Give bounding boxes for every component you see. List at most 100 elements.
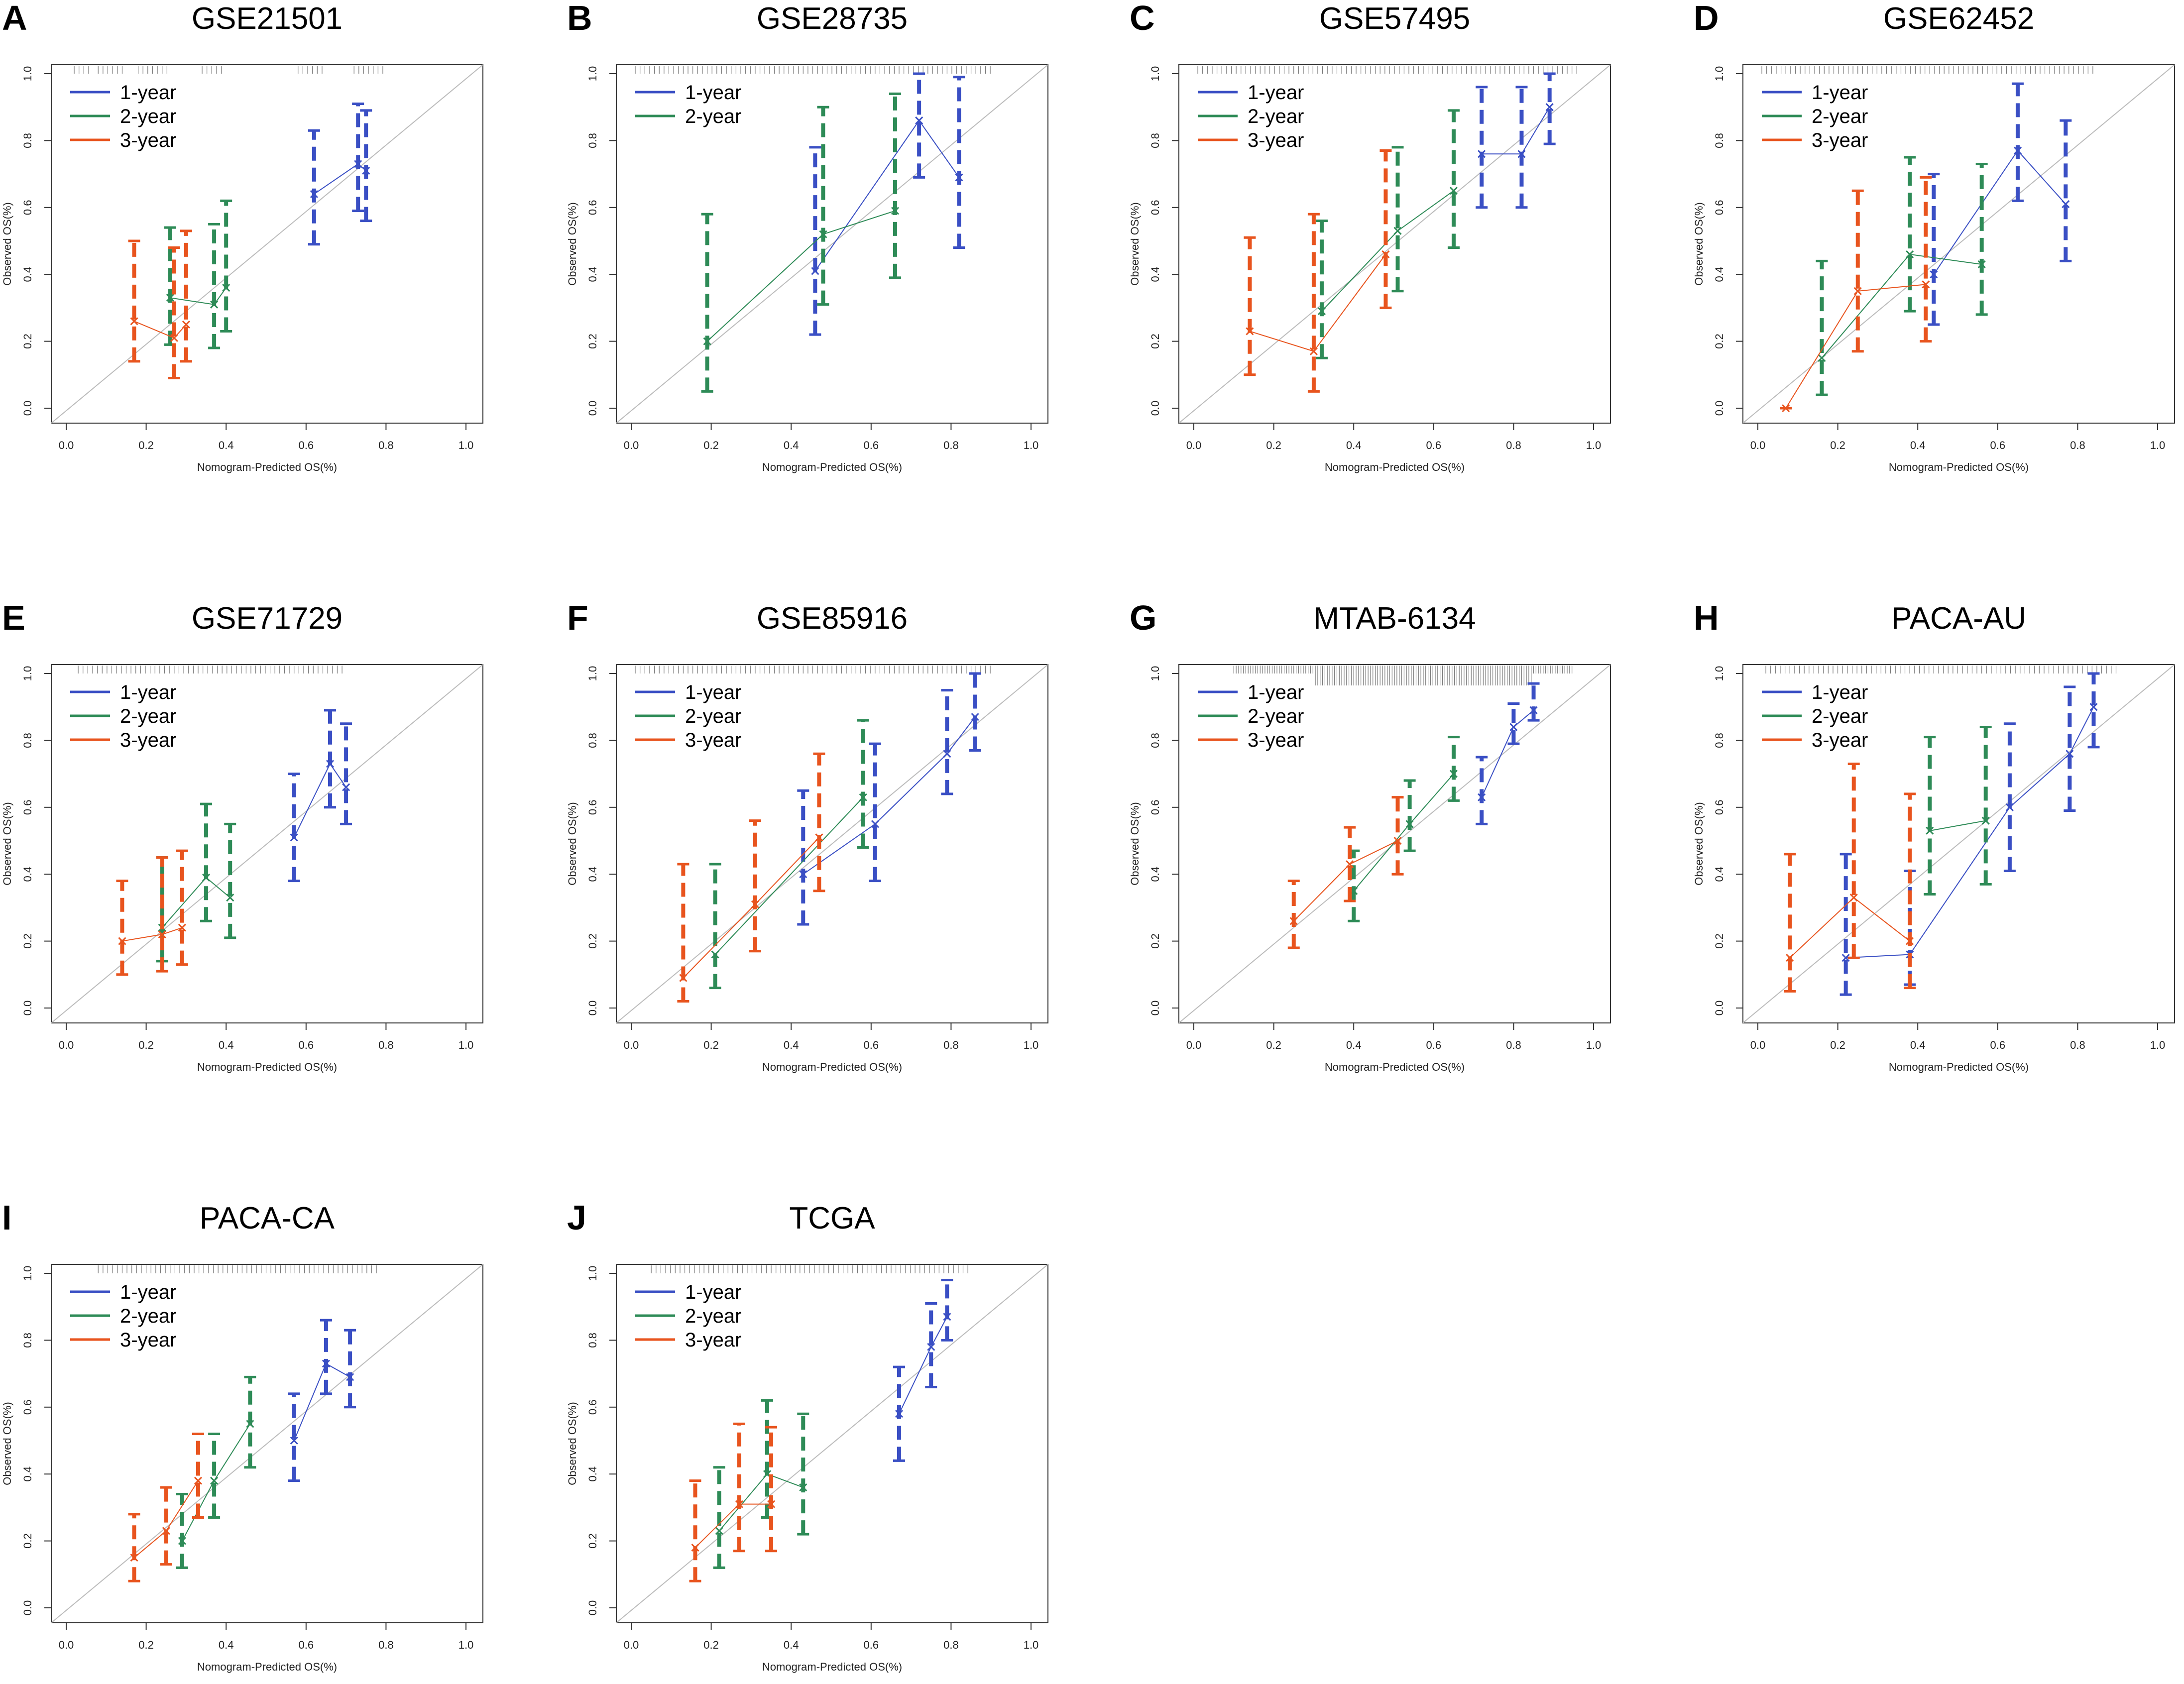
- calibration-line: [1482, 710, 1533, 797]
- x-axis-label: Nomogram-Predicted OS(%): [197, 1661, 337, 1673]
- series-1-year: [809, 74, 965, 335]
- y-tick-label: 0.8: [21, 133, 34, 148]
- x-tick-label: 0.2: [138, 439, 154, 451]
- panel-e: E GSE717290.00.00.20.20.40.40.60.60.80.81…: [1, 598, 483, 1073]
- series-1-year: [308, 104, 372, 244]
- x-axis-label: Nomogram-Predicted OS(%): [1889, 1061, 2029, 1073]
- diagonal-reference-line: [1743, 65, 2175, 423]
- y-tick-label: 1.0: [1713, 666, 1725, 681]
- series-3-year: [1780, 177, 1932, 412]
- x-tick-label: 1.0: [459, 1639, 474, 1651]
- legend-label-2-year: 2-year: [685, 106, 741, 127]
- y-tick-label: 0.6: [586, 200, 599, 216]
- panel-letter: E: [2, 598, 25, 637]
- legend-label-2-year: 2-year: [1248, 106, 1304, 127]
- y-tick-label: 0.2: [586, 334, 599, 349]
- x-tick-label: 0.4: [784, 1039, 799, 1051]
- calibration-line: [1354, 774, 1454, 891]
- y-tick-label: 1.0: [586, 666, 599, 681]
- data-point: [1394, 227, 1401, 234]
- legend: 1-year2-year3-year: [1198, 681, 1304, 751]
- calibration-line: [1482, 107, 1550, 154]
- y-tick-label: 0.6: [21, 200, 34, 216]
- y-tick-label: 1.0: [21, 66, 34, 82]
- calibration-line: [1790, 898, 1910, 958]
- x-tick-label: 0.6: [1990, 1039, 2006, 1051]
- series-3-year: [1288, 797, 1404, 948]
- series-1-year: [1476, 74, 1556, 208]
- x-tick-label: 0.4: [219, 1039, 234, 1051]
- y-tick-label: 0.4: [1713, 867, 1725, 882]
- calibration-line: [1322, 191, 1454, 311]
- calibration-figure: A GSE215010.00.00.20.20.40.40.60.60.80.81…: [0, 0, 2184, 1684]
- x-tick-label: 0.4: [784, 439, 799, 451]
- x-tick-label: 0.6: [1426, 439, 1442, 451]
- panel-c: C GSE574950.00.00.20.20.40.40.60.60.80.81…: [1129, 0, 1610, 473]
- legend-label-1-year: 1-year: [685, 82, 741, 104]
- x-tick-label: 0.4: [784, 1639, 799, 1651]
- calibration-line: [1294, 841, 1398, 921]
- x-tick-label: 0.0: [624, 439, 639, 451]
- legend-label-2-year: 2-year: [1248, 705, 1304, 727]
- x-tick-label: 0.2: [138, 1639, 154, 1651]
- y-tick-label: 1.0: [586, 66, 599, 82]
- legend-label-2-year: 2-year: [1812, 705, 1868, 727]
- y-tick-label: 0.2: [586, 933, 599, 949]
- legend-label-1-year: 1-year: [120, 1281, 176, 1303]
- x-tick-label: 1.0: [1024, 439, 1039, 451]
- series-1-year: [1928, 84, 2071, 325]
- y-tick-label: 0.6: [21, 800, 34, 815]
- panel-letter: J: [567, 1198, 586, 1237]
- y-tick-label: 0.8: [21, 1333, 34, 1348]
- y-tick-label: 0.4: [21, 1466, 34, 1482]
- y-tick-label: 0.2: [21, 933, 34, 949]
- y-tick-label: 1.0: [1713, 66, 1725, 82]
- x-axis-label: Nomogram-Predicted OS(%): [762, 461, 902, 473]
- y-tick-label: 0.8: [1149, 133, 1161, 148]
- legend-label-3-year: 3-year: [685, 729, 741, 751]
- legend-label-3-year: 3-year: [1248, 729, 1304, 751]
- y-axis-label: Observed OS(%): [1129, 802, 1141, 886]
- x-axis-label: Nomogram-Predicted OS(%): [1325, 461, 1465, 473]
- y-tick-label: 0.6: [1713, 800, 1725, 815]
- y-axis-label: Observed OS(%): [1693, 202, 1705, 286]
- x-tick-label: 0.2: [703, 1039, 719, 1051]
- x-tick-label: 0.6: [1990, 439, 2006, 451]
- x-axis-label: Nomogram-Predicted OS(%): [197, 1061, 337, 1073]
- y-tick-label: 0.0: [21, 401, 34, 416]
- x-tick-label: 0.6: [864, 1639, 879, 1651]
- y-tick-label: 0.2: [21, 1533, 34, 1549]
- x-tick-label: 0.0: [59, 1639, 74, 1651]
- y-tick-label: 0.2: [1713, 933, 1725, 949]
- x-tick-label: 0.6: [299, 1639, 314, 1651]
- legend-label-3-year: 3-year: [120, 729, 176, 751]
- x-tick-label: 1.0: [1024, 1639, 1039, 1651]
- panel-letter: F: [567, 598, 588, 637]
- series-2-year: [701, 94, 901, 391]
- legend-label-2-year: 2-year: [120, 1305, 176, 1327]
- diagonal-reference-line: [51, 1264, 483, 1623]
- panel-h: H PACA-AU0.00.00.20.20.40.40.60.60.80.81.…: [1693, 598, 2175, 1073]
- series-3-year: [1784, 764, 1916, 991]
- x-tick-label: 0.6: [1426, 1039, 1442, 1051]
- calibration-line: [899, 1317, 947, 1414]
- x-tick-label: 1.0: [2150, 1039, 2166, 1051]
- legend: 1-year2-year3-year: [635, 681, 741, 751]
- x-tick-label: 0.0: [1186, 1039, 1202, 1051]
- y-tick-label: 0.6: [21, 1400, 34, 1415]
- x-tick-label: 0.4: [219, 1639, 234, 1651]
- y-tick-label: 0.4: [586, 1466, 599, 1482]
- y-tick-label: 0.4: [21, 267, 34, 282]
- y-tick-label: 0.2: [1713, 334, 1725, 349]
- y-tick-label: 0.2: [1149, 933, 1161, 949]
- series-1-year: [893, 1280, 953, 1460]
- panel-title: GSE85916: [757, 601, 908, 636]
- y-tick-label: 0.8: [1149, 733, 1161, 748]
- y-axis-label: Observed OS(%): [1, 1402, 13, 1485]
- panel-b: B GSE287350.00.00.20.20.40.40.60.60.80.81…: [566, 0, 1048, 473]
- panel-title: TCGA: [789, 1201, 875, 1235]
- x-axis-label: Nomogram-Predicted OS(%): [1889, 461, 2029, 473]
- y-tick-label: 0.0: [21, 1001, 34, 1016]
- calibration-line: [1930, 821, 1985, 831]
